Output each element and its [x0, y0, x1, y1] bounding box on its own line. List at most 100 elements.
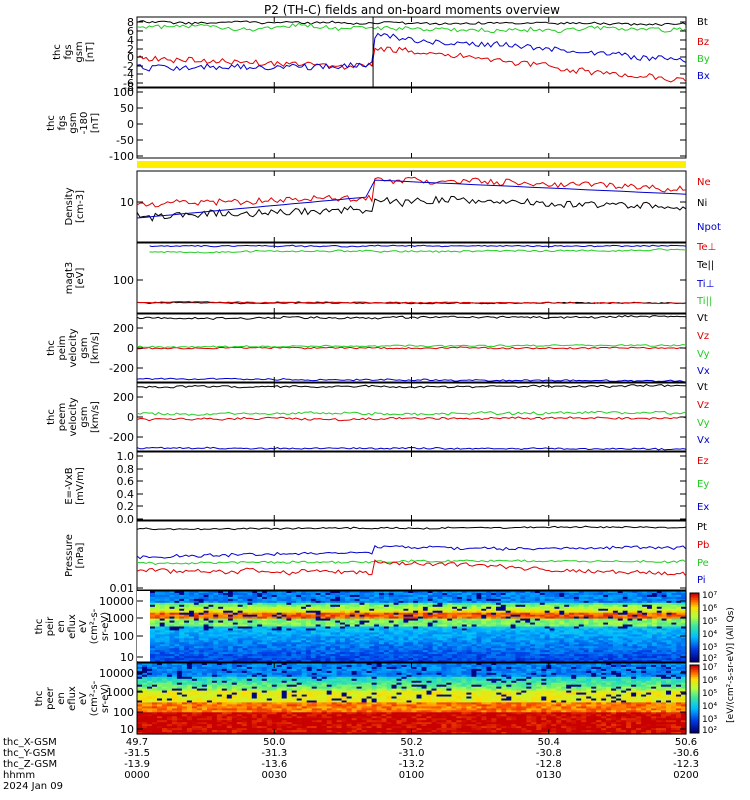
spectrogram-cell — [559, 630, 565, 633]
spectrogram-cell — [666, 596, 672, 600]
spectrogram-cell — [330, 632, 336, 635]
spectrogram-cell — [236, 674, 243, 678]
spectrogram-cell — [432, 614, 439, 618]
spectrogram-cell — [431, 672, 438, 676]
spectrogram-cell — [393, 622, 400, 626]
spectrogram-cell — [447, 594, 453, 598]
spectrogram-cell — [291, 610, 297, 614]
spectrogram-cell — [315, 660, 322, 663]
spectrogram-cell — [266, 628, 273, 632]
spectrogram-cell — [588, 640, 594, 643]
spectrogram-cell — [398, 608, 404, 612]
spectrogram-cell — [666, 665, 672, 668]
spectrogram-cell — [159, 606, 166, 610]
spectrogram-cell — [591, 663, 597, 666]
spectrogram-cell — [291, 668, 298, 672]
spectrogram-cell — [622, 614, 629, 618]
spectrogram-cell — [189, 620, 195, 624]
spectrogram-cell — [564, 622, 570, 626]
spectrogram-cell — [150, 594, 156, 598]
spectrogram-cell — [554, 636, 560, 639]
spectrogram-cell — [603, 658, 609, 661]
spectrogram-cell — [242, 598, 249, 602]
spectrogram-cell — [291, 646, 297, 649]
spectrogram-cell — [354, 658, 361, 661]
spectrogram-cell — [578, 654, 585, 657]
spectrogram-cell — [150, 610, 156, 614]
spectrogram-cell — [583, 598, 590, 602]
spectrogram-cell — [371, 676, 378, 680]
spectrogram-cell — [376, 668, 383, 672]
spectrogram-cell — [164, 632, 171, 635]
spectrogram-cell — [242, 620, 249, 624]
spectrogram-cell — [622, 644, 629, 647]
spectrogram-cell — [617, 658, 624, 661]
spectrogram-cell — [228, 624, 234, 628]
spectrogram-cell — [681, 618, 687, 622]
spectrogram-cell — [437, 618, 443, 622]
spectrogram-cell — [546, 676, 552, 680]
spectrogram-cell — [554, 642, 560, 645]
spectrogram-cell — [232, 650, 239, 653]
spectrogram-cell — [379, 646, 385, 649]
spectrogram-cell — [340, 610, 346, 614]
spectrogram-cell — [320, 634, 326, 637]
spectrogram-cell — [330, 652, 336, 655]
spectrogram-cell — [561, 665, 567, 668]
spectrogram-cell — [276, 668, 283, 672]
spectrogram-cell — [296, 660, 302, 663]
spectrogram-cell — [671, 618, 677, 622]
spectrogram-cell — [354, 624, 361, 628]
spectrogram-cell — [349, 616, 356, 620]
spectrogram-cell — [247, 654, 253, 657]
spectrogram-cell — [213, 600, 219, 604]
spectrogram-cell — [418, 634, 424, 637]
spectrogram-cell — [637, 591, 643, 594]
spectrogram-cell — [228, 622, 234, 626]
spectrogram-cell — [406, 670, 413, 674]
spectrogram-cell — [164, 636, 171, 639]
spectrogram-cell — [198, 644, 205, 647]
spectrogram-cell — [203, 638, 210, 641]
spectrogram-cell — [193, 660, 200, 663]
spectrogram-cell — [281, 593, 288, 596]
spectrogram-cell — [632, 654, 638, 657]
spectrogram-cell — [427, 594, 434, 598]
spectrogram-cell — [549, 591, 556, 594]
spectrogram-cell — [681, 648, 687, 651]
spectrogram-cell — [157, 663, 163, 666]
spectrogram-cell — [396, 668, 403, 672]
spectrogram-cell — [211, 666, 218, 670]
spectrogram-cell — [651, 674, 657, 678]
spectrogram-cell — [364, 652, 370, 655]
spectrogram-cell — [593, 652, 599, 655]
spectrogram-cell — [637, 620, 643, 624]
spectrogram-cell — [642, 656, 648, 659]
spectrogram-cell — [510, 628, 517, 632]
spectrogram-cell — [228, 638, 234, 641]
spectrogram-cell — [281, 602, 288, 606]
spectrogram-cell — [666, 602, 672, 606]
spectrogram-cell — [559, 622, 565, 626]
spectrogram-cell — [421, 672, 428, 676]
spectrogram-cell — [627, 593, 633, 596]
spectrogram-cell — [651, 650, 658, 653]
spectrogram-cell — [191, 665, 198, 668]
spectrogram-cell — [181, 665, 188, 668]
spectrogram-cell — [486, 626, 492, 630]
spectrogram-cell — [374, 660, 380, 663]
spectrogram-cell — [296, 620, 302, 624]
spectrogram-cell — [676, 634, 682, 637]
spectrogram-cell — [315, 608, 322, 612]
spectrogram-cell — [413, 634, 419, 637]
spectrogram-cell — [315, 634, 322, 637]
spectrogram-cell — [150, 656, 156, 659]
spectrogram-cell — [164, 594, 171, 598]
spectrogram-cell — [179, 608, 185, 612]
spectrogram-cell — [364, 618, 370, 622]
spectrogram-cell — [651, 668, 657, 672]
spectrogram-cell — [647, 618, 653, 622]
spectrogram-cell — [176, 676, 183, 680]
spectrogram-cell — [213, 596, 219, 600]
spectrogram-cell — [242, 630, 249, 633]
